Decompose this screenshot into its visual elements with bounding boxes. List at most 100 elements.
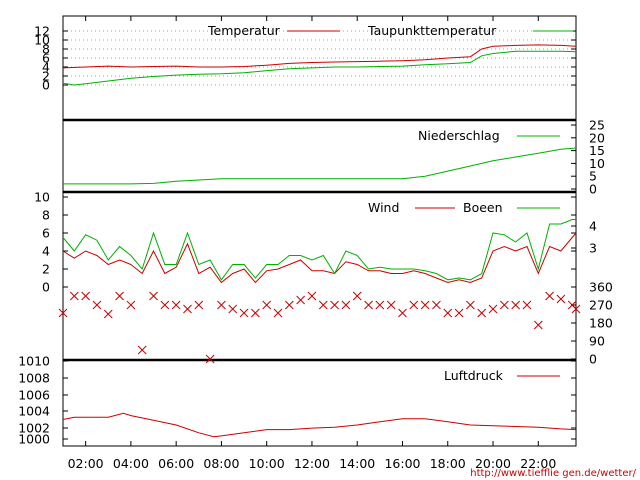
series-line-temperatur	[62, 44, 577, 69]
wind-direction-point	[352, 291, 362, 301]
y-tick-label: 8	[42, 208, 50, 223]
y-tick-label: 1004	[18, 404, 50, 419]
wind-direction-point	[307, 291, 317, 301]
y-tick-label: 0	[42, 280, 50, 295]
wind-direction-point	[160, 300, 170, 310]
x-tick-label: 04:00	[113, 456, 149, 471]
y-tick-label: 4	[42, 60, 50, 75]
y-tick-label-right: 360	[589, 280, 613, 295]
legend-label: Niederschlag	[418, 128, 500, 143]
legend-label: Boeen	[463, 200, 503, 215]
y-tick-label: 1002	[18, 421, 50, 436]
y-tick-label-right: 25	[589, 118, 605, 133]
y-tick-label: 6	[42, 226, 50, 241]
y-tick-label-right: 3	[589, 241, 597, 256]
wind-direction-point	[499, 300, 509, 310]
legend-label: Taupunkttemperatur	[367, 23, 497, 38]
wind-direction-point	[81, 291, 90, 301]
series-line-boeen	[62, 219, 576, 281]
y-tick-label-right: 0	[589, 182, 597, 197]
wind-direction-point	[251, 308, 260, 318]
y-tick-label-right: 5	[589, 169, 597, 184]
wind-direction-point	[522, 300, 532, 310]
y-tick-label: 4	[42, 244, 50, 259]
wind-direction-point	[284, 300, 294, 310]
y-tick-label-right: 90	[589, 334, 605, 349]
wind-direction-point	[466, 300, 475, 310]
wind-direction-point	[341, 300, 351, 310]
wind-direction-point	[375, 300, 385, 310]
x-tick-label: 10:00	[249, 456, 285, 471]
y-tick-label: 1008	[18, 371, 50, 386]
wind-direction-point	[454, 308, 464, 318]
x-tick-label: 12:00	[294, 456, 330, 471]
x-tick-label: 06:00	[158, 456, 194, 471]
series-line-wind	[62, 232, 577, 284]
wind-direction-point	[183, 304, 192, 314]
y-tick-label: 10	[34, 190, 50, 205]
wind-direction-point	[103, 309, 113, 319]
x-tick-label: 08:00	[203, 456, 239, 471]
wind-direction-point	[92, 300, 102, 310]
wind-direction-point	[432, 300, 441, 310]
wind-direction-point	[488, 304, 498, 314]
wind-direction-point	[296, 295, 305, 305]
wind-direction-point	[171, 300, 181, 310]
y-tick-label: 2	[42, 262, 50, 277]
wind-direction-point	[58, 308, 68, 318]
wind-direction-point	[273, 308, 283, 318]
y-tick-label: 12	[34, 24, 50, 39]
series-line-niederschlag	[63, 147, 577, 185]
y-tick-label: 2	[42, 69, 50, 84]
y-tick-label: 0	[42, 78, 50, 93]
y-tick-label: 8	[42, 42, 50, 57]
x-tick-label: 02:00	[68, 456, 104, 471]
wind-direction-point	[364, 300, 373, 310]
series-line-luftdruck	[62, 412, 577, 438]
y-tick-label-right: 180	[589, 316, 613, 331]
y-tick-label: 1010	[18, 354, 50, 369]
y-tick-label: 6	[42, 51, 50, 66]
wind-direction-point	[409, 300, 419, 310]
wind-direction-point	[69, 291, 79, 301]
wind-direction-point	[398, 308, 407, 318]
wind-direction-point	[205, 354, 215, 364]
wind-direction-point	[137, 345, 147, 355]
legend-label: Wind	[368, 200, 399, 215]
y-tick-label: 1000	[18, 432, 50, 447]
wind-direction-point	[126, 300, 136, 310]
wind-direction-point	[545, 291, 554, 301]
y-tick-label: 1006	[18, 388, 50, 403]
wind-direction-point	[228, 304, 238, 314]
site-credit: http://www.tiefflie gen.de/wetter/	[470, 468, 636, 479]
wind-direction-point	[511, 300, 521, 310]
wind-direction-point	[217, 300, 226, 310]
x-tick-label: 22:00	[520, 456, 556, 471]
y-tick-label-right: 15	[589, 143, 605, 158]
wind-direction-point	[239, 308, 249, 318]
x-tick-label: 20:00	[475, 456, 511, 471]
wind-direction-point	[556, 294, 566, 304]
wind-direction-point	[318, 300, 328, 310]
wind-direction-point	[330, 300, 339, 310]
wind-direction-point	[115, 291, 124, 301]
plot-frame	[62, 15, 577, 447]
y-tick-label-right: 0	[589, 352, 597, 367]
y-tick-label-right: 20	[589, 130, 605, 145]
series-line-taupunkttemperatur	[62, 50, 577, 86]
y-tick-label: 10	[34, 33, 50, 48]
legend-label: Luftdruck	[444, 368, 504, 383]
wind-direction-point	[386, 300, 396, 310]
legend-label: Temperatur	[207, 23, 281, 38]
wind-direction-point	[571, 304, 581, 314]
x-tick-label: 18:00	[430, 456, 466, 471]
wind-direction-point	[420, 300, 430, 310]
y-tick-label-right: 270	[589, 298, 613, 313]
wind-direction-point	[443, 308, 453, 318]
wind-direction-point	[194, 300, 204, 310]
wind-direction-point	[477, 308, 487, 318]
wind-direction-point	[149, 291, 158, 301]
x-tick-label: 14:00	[339, 456, 375, 471]
wind-direction-point	[533, 320, 543, 330]
